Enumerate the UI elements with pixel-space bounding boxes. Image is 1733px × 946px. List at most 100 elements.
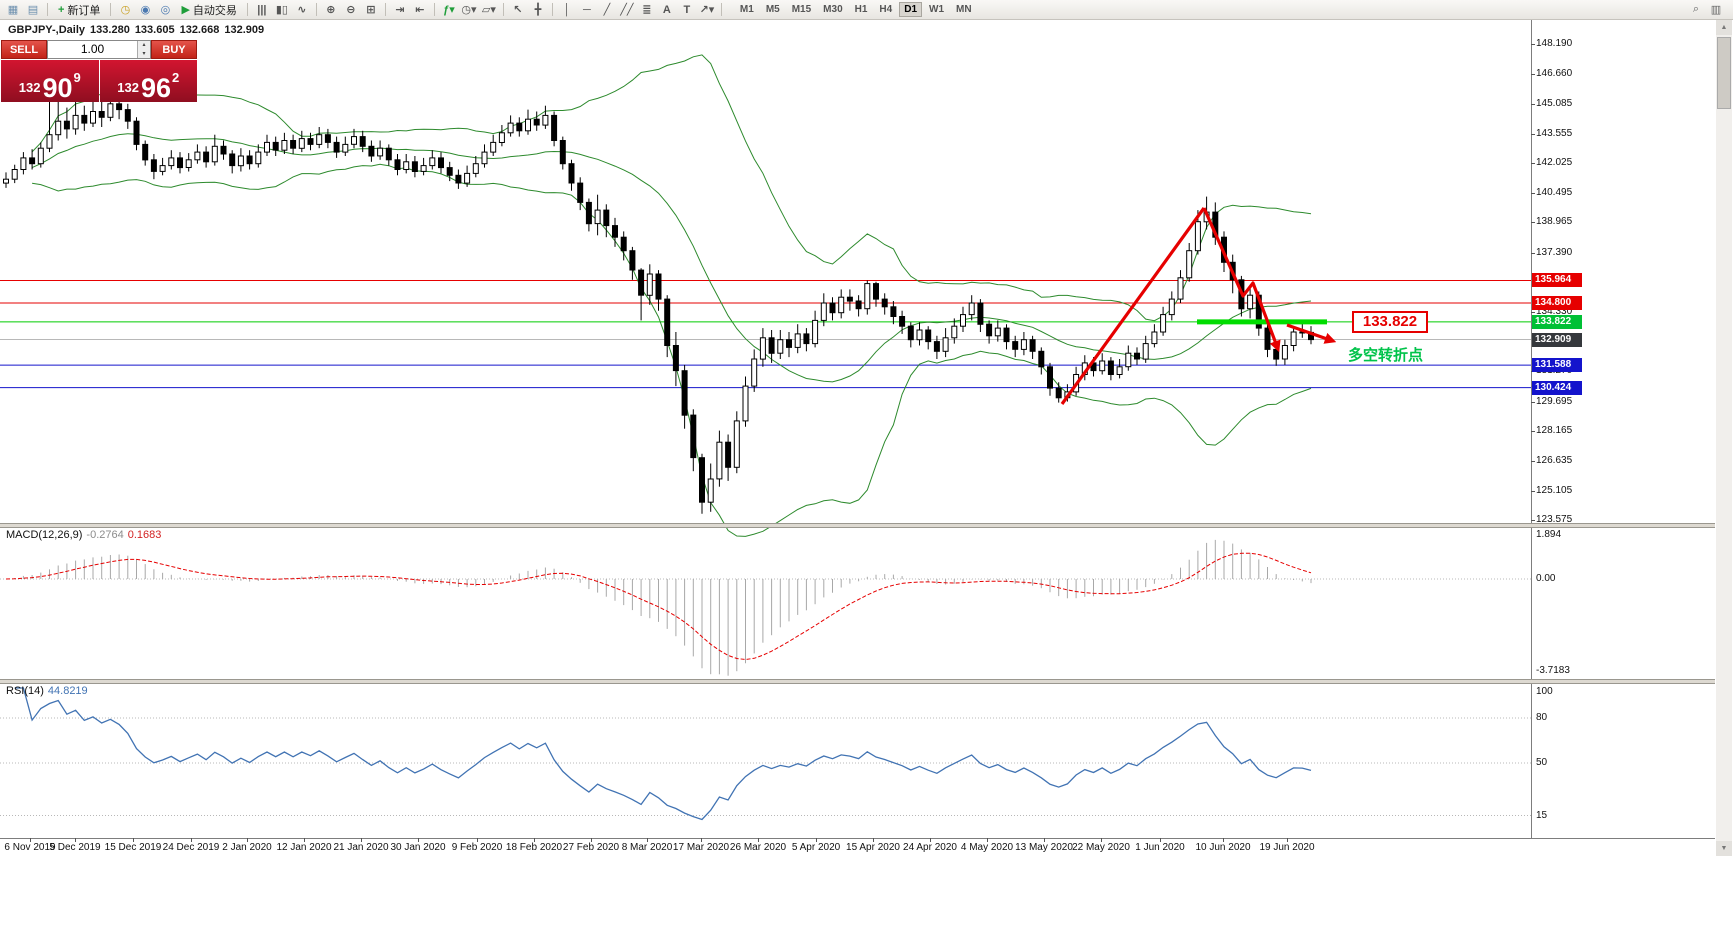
macd-main-value: -0.2764 xyxy=(86,529,124,541)
timeframe-mn-button[interactable]: MN xyxy=(956,4,972,15)
arrows-objects-icon[interactable]: ↗▾ xyxy=(698,2,716,18)
volume-stepper[interactable]: 1.00 ▴ ▾ xyxy=(47,40,151,59)
price-axis-border xyxy=(1531,20,1532,838)
volume-down-button[interactable]: ▾ xyxy=(138,49,150,58)
new-chart-icon[interactable]: ▦ xyxy=(4,2,22,18)
market-watch-icon-glyph: ◉ xyxy=(140,4,151,16)
time-axis-tick xyxy=(1223,838,1224,842)
time-axis-tick xyxy=(873,838,874,842)
crosshair-icon[interactable]: ╋ xyxy=(529,2,547,18)
timeframe-h1-button[interactable]: H1 xyxy=(854,4,868,15)
time-axis-tick xyxy=(534,838,535,842)
new-order-button[interactable]: + 新订单 xyxy=(53,2,105,18)
time-axis-label: 13 May 2020 xyxy=(1015,842,1073,853)
label-icon[interactable]: T xyxy=(678,2,696,18)
price-badge-134-800: 134.800 xyxy=(1532,295,1582,310)
vertical-line-icon[interactable]: │ xyxy=(558,2,576,18)
timeframe-w1-button[interactable]: W1 xyxy=(929,4,945,15)
new-order-button-label: 新订单 xyxy=(67,4,101,17)
turning-point-note[interactable]: 多空转折点 xyxy=(1348,347,1424,364)
price-axis-tick xyxy=(1531,74,1535,75)
history-center-icon[interactable]: ◷ xyxy=(116,2,134,18)
trendline-icon[interactable]: ╱ xyxy=(598,2,616,18)
search-icon[interactable]: ⌕ xyxy=(1692,3,1700,15)
time-axis-tick xyxy=(987,838,988,842)
trade-panel-header: SELL 1.00 ▴ ▾ BUY xyxy=(1,40,197,59)
periods-icon-glyph: ◷▾ xyxy=(461,4,477,16)
time-axis-tick xyxy=(647,838,648,842)
time-axis-tick xyxy=(930,838,931,842)
time-axis-label: 22 May 2020 xyxy=(1072,842,1130,853)
cursor-icon[interactable]: ↖ xyxy=(509,2,527,18)
low-value: 132.668 xyxy=(179,24,220,36)
macd-panel-separator[interactable] xyxy=(0,523,1715,528)
time-axis-tick xyxy=(477,838,478,842)
rsi-panel-separator[interactable] xyxy=(0,679,1715,684)
rsi-indicator-label: RSI(14) 44.8219 xyxy=(6,685,92,697)
buy-price-button[interactable]: 132 96 2 xyxy=(99,60,197,102)
candlestick-type-icon[interactable]: ▮▯ xyxy=(273,2,291,18)
auto-scroll-icon[interactable]: ⇥ xyxy=(391,2,409,18)
timeframe-m30-button[interactable]: M30 xyxy=(823,4,843,15)
timeframe-m5-button[interactable]: M5 xyxy=(765,4,780,15)
data-window-icon-glyph: ◎ xyxy=(160,4,171,16)
scroll-thumb[interactable] xyxy=(1717,37,1731,109)
templates-icon[interactable]: ▱▾ xyxy=(480,2,498,18)
buy-button[interactable]: BUY xyxy=(151,40,197,59)
fibonacci-icon[interactable]: ≣ xyxy=(638,2,656,18)
toolbar-separator xyxy=(433,3,435,16)
price-badge-133-822: 133.822 xyxy=(1532,314,1582,329)
line-chart-type-icon[interactable]: ∿ xyxy=(293,2,311,18)
time-axis-tick xyxy=(1287,838,1288,842)
toolbar: ▦ ▤ + 新订单 ◷ ◉ ◎ ▶ 自动交易 ||| ▮▯ ∿ ⊕ ⊖ ⊞ ⇥ ⇤ ƒ▾ ◷▾ ▱▾ ↖ ╋ │ ─ ╱ ╱╱ ≣ A… xyxy=(0,0,1733,20)
arrows-objects-icon-glyph: ↗▾ xyxy=(699,4,715,16)
equidistant-channel-icon[interactable]: ╱╱ xyxy=(618,2,636,18)
scroll-up-icon[interactable]: ▲ xyxy=(1716,20,1732,35)
sell-button[interactable]: SELL xyxy=(1,40,47,59)
horizontal-line-icon[interactable]: ─ xyxy=(578,2,596,18)
text-icon[interactable]: A xyxy=(658,2,676,18)
time-axis-label: 30 Jan 2020 xyxy=(390,842,446,853)
zoom-out-icon-glyph: ⊖ xyxy=(346,4,356,16)
candlestick-type-icon-glyph: ▮▯ xyxy=(275,4,288,16)
window-list-icon[interactable]: ▥ xyxy=(1710,4,1722,16)
high-value: 133.605 xyxy=(134,24,175,36)
profiles-icon[interactable]: ▤ xyxy=(24,2,42,18)
timeframe-h4-button[interactable]: H4 xyxy=(879,4,893,15)
price-annotation-label[interactable]: 133.822 xyxy=(1352,311,1428,333)
timeframe-m15-button[interactable]: M15 xyxy=(791,4,812,15)
price-axis-label: 125.105 xyxy=(1536,485,1573,496)
data-window-icon[interactable]: ◎ xyxy=(156,2,174,18)
time-axis-label: 5 Apr 2020 xyxy=(791,842,841,853)
periods-icon[interactable]: ◷▾ xyxy=(460,2,478,18)
timeframe-d1-button[interactable]: D1 xyxy=(899,2,923,17)
fibonacci-icon-glyph: ≣ xyxy=(642,4,652,16)
zoom-in-icon[interactable]: ⊕ xyxy=(322,2,340,18)
crosshair-icon-glyph: ╋ xyxy=(534,4,542,16)
chart-shift-icon[interactable]: ⇤ xyxy=(411,2,429,18)
open-value: 133.280 xyxy=(90,24,130,36)
toolbar-separator xyxy=(384,3,386,16)
scroll-down-icon[interactable]: ▼ xyxy=(1716,841,1732,856)
time-axis-label: 5 Dec 2019 xyxy=(49,842,101,853)
volume-value[interactable]: 1.00 xyxy=(80,42,105,56)
rsi-axis-label: 80 xyxy=(1536,712,1548,723)
time-axis-label: 15 Apr 2020 xyxy=(846,842,900,853)
zoom-out-icon[interactable]: ⊖ xyxy=(342,2,360,18)
timeframe-m1-button[interactable]: M1 xyxy=(739,4,754,15)
bar-chart-type-icon[interactable]: ||| xyxy=(253,2,271,18)
vertical-scrollbar[interactable]: ▲ ▼ xyxy=(1716,20,1732,856)
rsi-axis-label: 50 xyxy=(1536,757,1548,768)
price-chart-canvas[interactable] xyxy=(0,20,1531,858)
tile-windows-icon[interactable]: ⊞ xyxy=(362,2,380,18)
templates-icon-glyph: ▱▾ xyxy=(481,4,496,16)
autotrading-button[interactable]: ▶ 自动交易 xyxy=(176,2,241,18)
volume-up-button[interactable]: ▴ xyxy=(138,41,150,50)
market-watch-icon[interactable]: ◉ xyxy=(136,2,154,18)
time-axis-tick xyxy=(75,838,76,842)
time-axis-label: 2 Jan 2020 xyxy=(222,842,272,853)
toolbar-separator xyxy=(502,3,504,16)
time-axis-label: 6 Nov 2019 xyxy=(4,842,56,853)
sell-price-button[interactable]: 132 90 9 xyxy=(1,60,99,102)
indicators-list-icon[interactable]: ƒ▾ xyxy=(440,2,458,18)
